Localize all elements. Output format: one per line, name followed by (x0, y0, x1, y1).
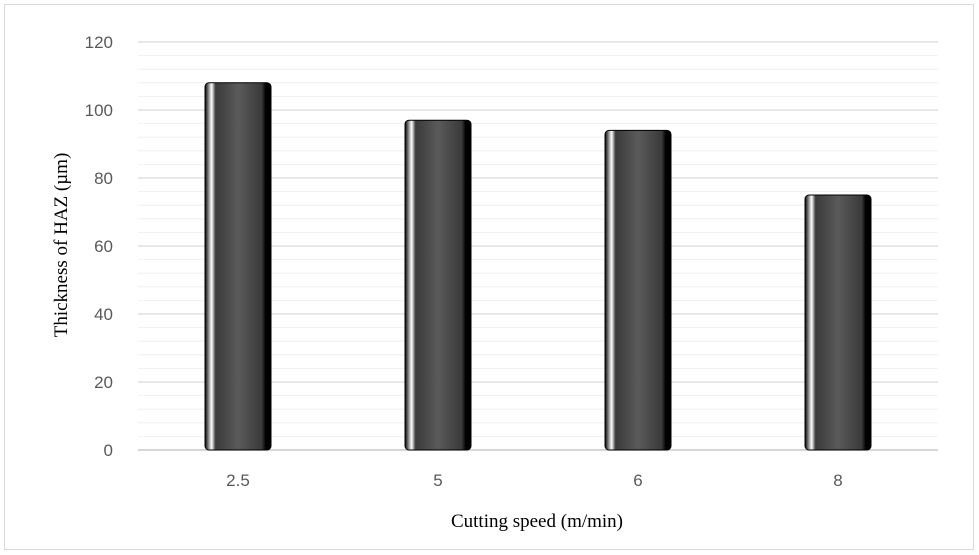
y-axis-tick-labels: 0 20 40 60 80 100 120 (85, 33, 113, 460)
bar-6 (604, 129, 672, 451)
bars (204, 82, 872, 451)
y-axis-title: Thickness of HAZ (µm) (51, 153, 72, 338)
y-tick-label: 0 (104, 441, 113, 460)
x-tick-label: 5 (433, 471, 442, 490)
y-tick-label: 100 (85, 101, 113, 120)
y-tick-label: 80 (94, 169, 113, 188)
y-tick-label: 60 (94, 237, 113, 256)
y-tick-label: 120 (85, 33, 113, 52)
bar-8 (804, 194, 872, 451)
y-tick-label: 40 (94, 305, 113, 324)
y-tick-label: 20 (94, 373, 113, 392)
x-tick-label: 2.5 (226, 471, 250, 490)
x-axis-title: Cutting speed (m/min) (451, 511, 623, 532)
bar-5 (404, 119, 472, 451)
x-tick-label: 6 (633, 471, 642, 490)
x-tick-label: 8 (833, 471, 842, 490)
bar-2.5 (204, 82, 272, 451)
x-axis-tick-labels: 2.5 5 6 8 (226, 471, 843, 490)
